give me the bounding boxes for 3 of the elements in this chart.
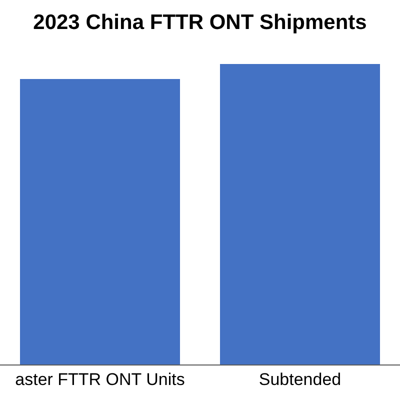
- x-tick-label: Subtended: [258, 370, 342, 390]
- chart-title: 2023 China FTTR ONT Shipments: [32, 10, 368, 36]
- x-tick-label: aster FTTR ONT Units: [15, 370, 185, 390]
